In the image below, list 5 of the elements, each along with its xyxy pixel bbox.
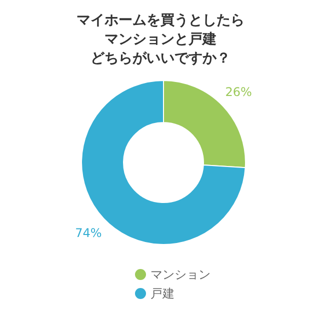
legend-label: マンション xyxy=(150,268,210,282)
data-label: 74% xyxy=(75,226,102,240)
chart-title: マイホームを買うとしたらマンションと戸建どちらがいいですか？ xyxy=(76,12,244,66)
legend-label: 戸建 xyxy=(150,286,174,300)
data-label: 26% xyxy=(225,84,252,99)
